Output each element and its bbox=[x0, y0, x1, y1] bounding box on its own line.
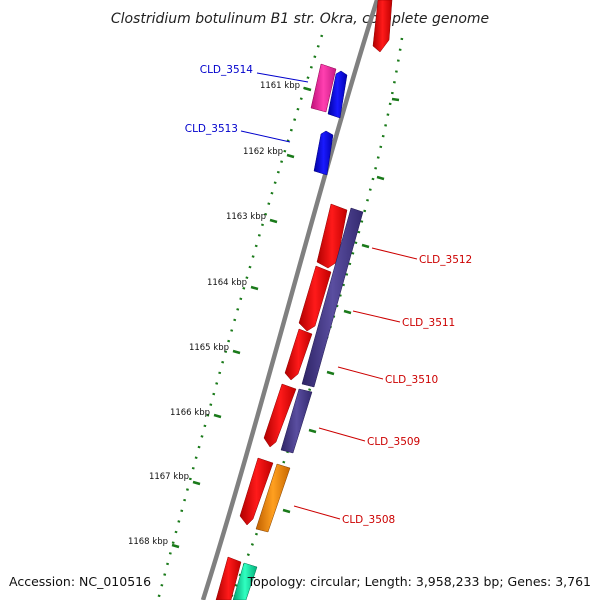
rna-feature[interactable] bbox=[310, 63, 337, 113]
gene-label-cld-3511[interactable]: CLD_3511 bbox=[402, 317, 455, 329]
genome-backbone bbox=[200, 0, 380, 600]
outer-tick-ring bbox=[228, 37, 404, 600]
orf-feature[interactable] bbox=[301, 207, 364, 388]
tick-label: 1166 kbp bbox=[170, 408, 210, 418]
tick-label: 1167 kbp bbox=[149, 472, 189, 482]
accession-text: Accession: NC_010516 bbox=[9, 574, 151, 589]
cds-arrow-forward[interactable] bbox=[215, 556, 242, 600]
tick-label: 1161 kbp bbox=[260, 81, 300, 91]
tick-label: 1164 kbp bbox=[207, 278, 247, 288]
gene-label-cld-3514[interactable]: CLD_3514 bbox=[200, 64, 254, 76]
leader-lines bbox=[240, 72, 418, 520]
orf-feature[interactable] bbox=[280, 388, 313, 454]
tick-label: 1162 kbp bbox=[243, 147, 283, 157]
tick-label: 1165 kbp bbox=[189, 343, 229, 353]
gene-label-cld-3508[interactable]: CLD_3508 bbox=[342, 514, 395, 526]
cds-arrow-forward[interactable] bbox=[263, 383, 297, 448]
cds-arrow-reverse[interactable] bbox=[327, 70, 348, 119]
summary-text: Topology: circular; Length: 3,958,233 bp… bbox=[247, 574, 591, 589]
cds-arrow-forward[interactable] bbox=[298, 265, 332, 332]
outer-major-ticks bbox=[282, 97, 400, 514]
gene-label-cld-3512[interactable]: CLD_3512 bbox=[419, 254, 472, 266]
gene-label-cld-3510[interactable]: CLD_3510 bbox=[385, 374, 438, 386]
orf-feature[interactable] bbox=[255, 463, 291, 533]
inner-major-ticks bbox=[171, 86, 312, 549]
tick-label: 1168 kbp bbox=[128, 537, 168, 547]
gene-label-cld-3509[interactable]: CLD_3509 bbox=[367, 436, 420, 448]
cds-arrow-reverse[interactable] bbox=[313, 130, 334, 176]
cds-arrow-forward[interactable] bbox=[372, 0, 393, 53]
orf-feature[interactable] bbox=[232, 562, 258, 600]
map-title: Clostridium botulinum B1 str. Okra, comp… bbox=[111, 11, 489, 27]
cds-arrow-forward[interactable] bbox=[316, 203, 348, 269]
tick-label: 1163 kbp bbox=[226, 212, 266, 222]
cds-arrow-forward[interactable] bbox=[284, 328, 313, 381]
gene-label-cld-3513[interactable]: CLD_3513 bbox=[185, 123, 238, 135]
cds-arrow-forward[interactable] bbox=[239, 457, 274, 526]
